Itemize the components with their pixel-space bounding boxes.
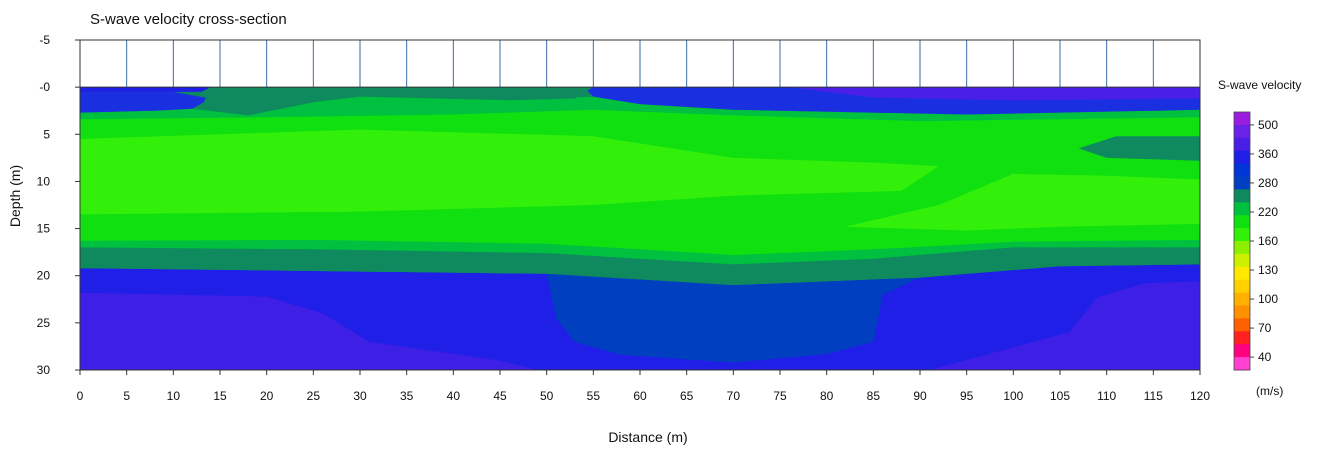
- colorbar-swatch: [1234, 176, 1250, 190]
- receiver-lines: [80, 40, 1200, 88]
- x-tick-label: 25: [307, 389, 321, 403]
- colorbar-swatch: [1234, 189, 1250, 203]
- x-tick-label: 60: [633, 389, 647, 403]
- region-right-dark-green-lens-7: [1078, 136, 1200, 161]
- x-tick-label: 120: [1190, 389, 1210, 403]
- colorbar-tick-label: 130: [1258, 263, 1278, 277]
- colorbar-swatch: [1234, 292, 1250, 306]
- colorbar-swatch: [1234, 150, 1250, 165]
- y-tick-label: 15: [37, 222, 51, 236]
- colorbar-tick-label: 220: [1258, 205, 1278, 219]
- y-tick-label: 5: [43, 127, 50, 141]
- velocity-regions: [80, 87, 1200, 370]
- region-central-low-velocity-core-9: [845, 173, 1200, 231]
- colorbar-unit: (m/s): [1256, 384, 1283, 398]
- x-tick-label: 40: [447, 389, 461, 403]
- x-tick-label: 15: [213, 389, 227, 403]
- region-upper-dark-green-wedges-5: [201, 87, 332, 116]
- x-tick-label: 20: [260, 389, 274, 403]
- x-tick-label: 90: [913, 389, 927, 403]
- colorbar-swatch: [1234, 253, 1250, 268]
- y-tick-label: 10: [37, 174, 51, 188]
- colorbar: 500 360 280 220 160 130 100 70 40: [1233, 111, 1278, 371]
- y-tick-label: 30: [37, 363, 51, 377]
- colorbar-swatch: [1234, 331, 1250, 345]
- x-tick-label: 50: [540, 389, 554, 403]
- colorbar-tick-label: 500: [1258, 118, 1278, 132]
- x-tick-label: 70: [727, 389, 741, 403]
- colorbar-tick-label: 360: [1258, 147, 1278, 161]
- velocity-region-top-left: [80, 87, 211, 92]
- colorbar-swatch: [1234, 279, 1250, 294]
- y-tick-label: 25: [37, 316, 51, 330]
- x-tick-label: 85: [867, 389, 881, 403]
- x-tick-label: 5: [123, 389, 130, 403]
- x-tick-label: 105: [1050, 389, 1070, 403]
- colorbar-swatch: [1234, 163, 1250, 177]
- x-tick-label: 30: [353, 389, 367, 403]
- x-axis-label: Distance (m): [608, 429, 687, 445]
- region-upper-left-blue-lens-2: [80, 91, 211, 113]
- x-tick-label: 55: [587, 389, 601, 403]
- colorbar-swatch: [1234, 137, 1250, 152]
- colorbar-tick-label: 40: [1258, 350, 1272, 364]
- x-tick-label: 10: [167, 389, 181, 403]
- colorbar-swatch: [1234, 344, 1250, 358]
- x-axis: 0 5 10 15 20 25 30 35 40 45 50 55 60 65 70 75 80 85 90 95 10…: [77, 370, 1210, 403]
- region-top-right-purple-band-4: [789, 87, 1200, 101]
- colorbar-swatch: [1234, 202, 1250, 216]
- colorbar-swatch: [1234, 318, 1250, 332]
- x-tick-label: 80: [820, 389, 834, 403]
- colorbar-swatch: [1234, 357, 1250, 371]
- y-tick-label: -0: [39, 80, 50, 94]
- colorbar-swatch: [1234, 305, 1250, 319]
- x-tick-label: 100: [1003, 389, 1023, 403]
- colorbar-tick-label: 160: [1258, 234, 1278, 248]
- colorbar-tick-label: 280: [1258, 176, 1278, 190]
- y-axis-label: Depth (m): [7, 165, 23, 227]
- x-tick-label: 115: [1144, 389, 1163, 403]
- y-tick-label: 20: [37, 269, 51, 283]
- plot-area: [80, 40, 1200, 370]
- chart-title: S-wave velocity cross-section: [90, 11, 287, 28]
- colorbar-swatch: [1234, 228, 1250, 242]
- colorbar-tick-label: 100: [1258, 292, 1278, 306]
- colorbar-swatch: [1234, 215, 1250, 229]
- region-deep-high-velocity-zone-1: [929, 281, 1200, 370]
- x-tick-label: 95: [960, 389, 974, 403]
- colorbar-swatch: [1234, 241, 1250, 255]
- velocity-region-lower-band: [80, 247, 1200, 286]
- region-deep-high-velocity-zone-0: [80, 292, 538, 370]
- colorbar-title: S-wave velocity: [1218, 78, 1301, 92]
- colorbar-swatch: [1234, 112, 1250, 126]
- x-tick-label: 110: [1097, 389, 1116, 403]
- region-central-low-velocity-core-8: [80, 129, 939, 215]
- y-axis: -5 -0 5 10 15 20 25 30: [37, 33, 80, 377]
- x-tick-label: 65: [680, 389, 694, 403]
- x-tick-label: 35: [400, 389, 414, 403]
- velocity-region-trough: [546, 273, 920, 363]
- colorbar-swatch: [1234, 124, 1250, 139]
- x-tick-label: 45: [493, 389, 507, 403]
- x-tick-label: 0: [77, 389, 84, 403]
- y-tick-label: -5: [39, 33, 50, 47]
- x-tick-label: 75: [773, 389, 787, 403]
- colorbar-swatch: [1234, 266, 1250, 281]
- colorbar-tick-label: 70: [1258, 321, 1272, 335]
- region-upper-dark-green-wedges-6: [500, 87, 594, 101]
